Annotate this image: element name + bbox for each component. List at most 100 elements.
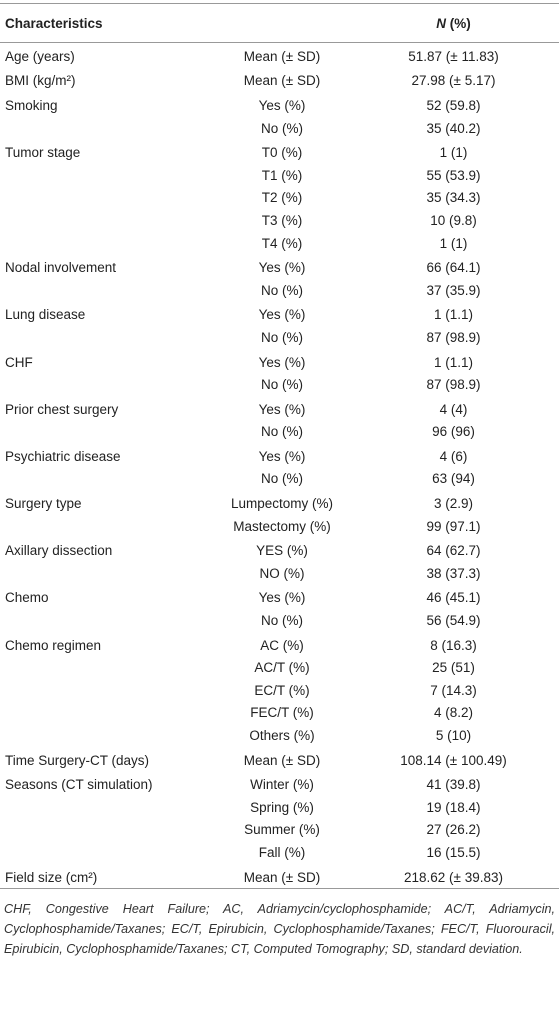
value-cell: 5 (10) — [435, 728, 472, 744]
value-cell: 37 (35.9) — [426, 282, 481, 298]
empty-cell — [0, 724, 216, 747]
table-row: Spring (%) 19 (18.4) — [0, 796, 559, 819]
empty-cell — [0, 421, 216, 444]
table-row: Time Surgery-CT (days) Mean (± SD) 108.14 … — [0, 747, 559, 772]
characteristic-cell: Surgery type — [5, 496, 82, 512]
category-cell: Mean (± SD) — [243, 752, 321, 768]
category-cell: EC/T (%) — [254, 682, 310, 698]
value-cell: 8 (16.3) — [430, 637, 477, 653]
table-row: Tumor stage T0 (%) 1 (1) — [0, 139, 559, 164]
table-row: Smoking Yes (%) 52 (59.8) — [0, 92, 559, 117]
table-row: AC/T (%) 25 (51) — [0, 656, 559, 679]
value-cell: 27.98 (± 5.17) — [411, 73, 496, 89]
value-cell: 3 (2.9) — [433, 496, 474, 512]
category-cell: AC (%) — [260, 637, 304, 653]
characteristic-cell: Lung disease — [5, 307, 86, 323]
value-cell: 1 (1) — [439, 235, 468, 251]
category-cell: T3 (%) — [261, 212, 303, 228]
characteristic-cell: Smoking — [5, 97, 58, 113]
table-row: No (%) 63 (94) — [0, 468, 559, 491]
table-row: T1 (%) 55 (53.9) — [0, 164, 559, 187]
table-row: No (%) 87 (98.9) — [0, 326, 559, 349]
category-cell: No (%) — [260, 377, 303, 393]
characteristic-cell: Prior chest surgery — [5, 401, 119, 417]
category-cell: No (%) — [260, 282, 303, 298]
header-row: Characteristics N (%) — [0, 3, 559, 43]
characteristic-cell: CHF — [5, 354, 33, 370]
page: Characteristics N (%) Age (years) Mean (±… — [0, 3, 559, 957]
empty-cell — [0, 279, 216, 302]
table-row: CHF Yes (%) 1 (1.1) — [0, 349, 559, 374]
category-cell: Yes (%) — [258, 354, 306, 370]
value-cell: 218.62 (± 39.83) — [404, 869, 503, 885]
value-cell: 35 (34.3) — [426, 190, 481, 206]
value-cell: 4 (8.2) — [433, 705, 474, 721]
category-cell: YES (%) — [256, 543, 308, 559]
empty-cell — [0, 468, 216, 491]
category-cell: Yes (%) — [258, 307, 306, 323]
category-cell: Mean (± SD) — [243, 73, 321, 89]
value-cell: 35 (40.2) — [426, 120, 481, 136]
category-cell: No (%) — [260, 471, 303, 487]
empty-cell — [0, 819, 216, 842]
empty-cell — [0, 373, 216, 396]
empty-cell — [0, 702, 216, 725]
characteristic-cell: Age (years) — [5, 48, 75, 64]
table-row: T4 (%) 1 (1) — [0, 232, 559, 255]
empty-cell — [0, 209, 216, 232]
value-cell: 38 (37.3) — [426, 565, 481, 581]
category-cell: No (%) — [260, 329, 303, 345]
value-cell: 96 (96) — [432, 424, 475, 440]
value-cell: 4 (4) — [439, 401, 468, 417]
empty-cell — [0, 679, 216, 702]
table-row: Nodal involvement Yes (%) 66 (64.1) — [0, 254, 559, 279]
category-cell: Winter (%) — [250, 777, 314, 793]
value-cell: 19 (18.4) — [426, 799, 481, 815]
table-row: No (%) 37 (35.9) — [0, 279, 559, 302]
category-cell: T1 (%) — [261, 167, 303, 183]
characteristic-cell: Chemo — [5, 590, 49, 606]
table-row: Surgery type Lumpectomy (%) 3 (2.9) — [0, 490, 559, 515]
footnote: CHF, Congestive Heart Failure; AC, Adria… — [4, 902, 555, 957]
characteristic-cell: Time Surgery-CT (days) — [5, 752, 150, 768]
characteristic-cell: BMI (kg/m²) — [5, 73, 76, 89]
characteristic-cell: Seasons (CT simulation) — [5, 777, 153, 793]
empty-cell — [0, 164, 216, 187]
table-row: Prior chest surgery Yes (%) 4 (4) — [0, 396, 559, 421]
empty-cell — [0, 562, 216, 585]
value-cell: 66 (64.1) — [426, 260, 481, 276]
empty-cell — [0, 515, 216, 538]
category-cell: No (%) — [260, 424, 303, 440]
category-cell: Lumpectomy (%) — [230, 496, 334, 512]
table-row: Seasons (CT simulation) Winter (%) 41 (39.… — [0, 771, 559, 796]
value-cell: 10 (9.8) — [430, 212, 477, 228]
header-symbol: N — [436, 15, 446, 31]
table-row: Chemo regimen AC (%) 8 (16.3) — [0, 632, 559, 657]
value-cell: 52 (59.8) — [426, 97, 481, 113]
value-cell: 4 (6) — [439, 448, 468, 464]
category-cell: T4 (%) — [261, 235, 303, 251]
table-row: NO (%) 38 (37.3) — [0, 562, 559, 585]
table-row: Others (%) 5 (10) — [0, 724, 559, 747]
header-unit: (%) — [449, 15, 471, 31]
empty-cell — [0, 609, 216, 632]
table-row: No (%) 87 (98.9) — [0, 373, 559, 396]
value-cell: 63 (94) — [432, 471, 475, 487]
characteristic-cell: Psychiatric disease — [5, 448, 121, 464]
table-row: Lung disease Yes (%) 1 (1.1) — [0, 302, 559, 327]
table: Characteristics N (%) Age (years) Mean (±… — [0, 3, 559, 890]
table-row: FEC/T (%) 4 (8.2) — [0, 702, 559, 725]
empty-cell — [0, 187, 216, 210]
category-cell: T0 (%) — [261, 145, 303, 161]
table-row: Mastectomy (%) 99 (97.1) — [0, 515, 559, 538]
table-row: Field size (cm²) Mean (± SD) 218.62 (± 39.… — [0, 864, 559, 889]
value-cell: 87 (98.9) — [426, 377, 481, 393]
value-cell: 99 (97.1) — [426, 518, 481, 534]
value-cell: 1 (1) — [439, 145, 468, 161]
characteristic-cell: Nodal involvement — [5, 260, 117, 276]
category-cell: Summer (%) — [244, 822, 320, 838]
value-cell: 46 (45.1) — [426, 590, 481, 606]
header-cell: Characteristics — [0, 3, 216, 43]
header-cell — [216, 3, 348, 43]
category-cell: Mean (± SD) — [243, 48, 321, 64]
